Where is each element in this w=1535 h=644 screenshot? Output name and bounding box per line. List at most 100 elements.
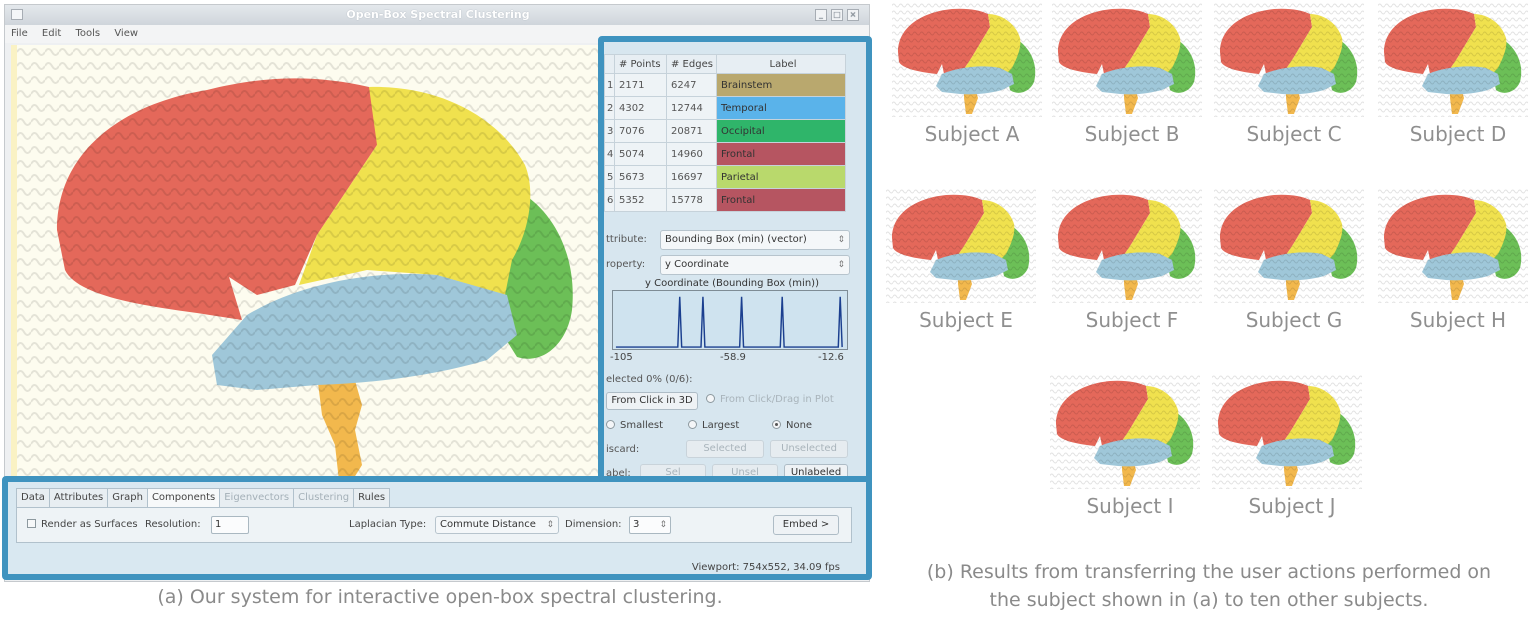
radio-smallest[interactable]: Smallest (606, 420, 663, 431)
property-select[interactable]: y Coordinate ⇕ (660, 255, 850, 275)
table-row[interactable]: 5 5673 16697 Parietal (604, 165, 846, 189)
window-icon (11, 9, 23, 20)
header-points[interactable]: # Points (614, 54, 667, 74)
render-surfaces-checkbox[interactable]: Render as Surfaces (27, 519, 138, 530)
discard-label: iscard: (606, 444, 640, 455)
tab-eigenvectors[interactable]: Eigenvectors (219, 488, 295, 508)
menu-view[interactable]: View (114, 28, 139, 39)
subject-b-brain (1052, 2, 1202, 117)
caption-b-line-1: (b) Results from transferring the user a… (926, 561, 1492, 583)
tab-bar: Data Attributes Graph Components Eigenvector… (16, 488, 391, 508)
label-sel-button[interactable]: Sel (640, 464, 706, 478)
embed-button[interactable]: Embed > (773, 515, 839, 535)
plot-title: y Coordinate (Bounding Box (min)) (645, 278, 819, 289)
3d-viewport[interactable] (11, 45, 607, 481)
dimension-stepper[interactable]: 3 ⇕ (629, 516, 671, 534)
attribute-select[interactable]: Bounding Box (min) (vector) ⇕ (660, 230, 850, 250)
radio-none[interactable]: None (772, 420, 812, 431)
resolution-input[interactable]: 1 (211, 516, 249, 534)
selected-count: elected 0% (0/6): (606, 374, 693, 385)
tab-components[interactable]: Components (146, 488, 221, 508)
plot-line (615, 296, 843, 348)
dimension-label: Dimension: (565, 519, 622, 530)
checkbox-icon (27, 519, 36, 528)
subject-i-panel: Subject I (1050, 374, 1220, 524)
menu-file[interactable]: File (11, 28, 28, 39)
components-tab-body: Render as Surfaces Resolution: 1 Laplaci… (16, 507, 852, 543)
label-cell[interactable]: Parietal (716, 165, 846, 189)
maximize-icon[interactable]: □ (831, 9, 843, 21)
label-cell[interactable]: Frontal (716, 188, 846, 212)
plot-tick-min: -105 (610, 352, 633, 363)
plot-tick-max: -12.6 (818, 352, 844, 363)
attribute-label: ttribute: (606, 234, 647, 245)
tab-attributes[interactable]: Attributes (48, 488, 109, 508)
laplacian-select[interactable]: Commute Distance ⇕ (435, 516, 559, 534)
minimize-icon[interactable]: _ (815, 9, 827, 21)
subject-j-panel: Subject J (1212, 374, 1382, 524)
histogram-plot[interactable] (612, 290, 848, 350)
plot-tick-mid: -58.9 (720, 352, 746, 363)
label-unlabeled-button[interactable]: Unlabeled (784, 464, 848, 478)
menu-edit[interactable]: Edit (41, 28, 62, 39)
caption-b-line-2: the subject shown in (a) to ten other su… (989, 589, 1429, 611)
from-click-3d-button[interactable]: From Click in 3D (606, 392, 698, 410)
subject-h-panel: Subject H (1378, 188, 1535, 338)
subject-h-label: Subject H (1409, 308, 1507, 332)
label-cell[interactable]: Occipital (716, 119, 846, 143)
laplacian-label: Laplacian Type: (349, 519, 427, 530)
label-cell[interactable]: Temporal (716, 96, 846, 120)
radio-largest[interactable]: Largest (688, 420, 739, 431)
table-row[interactable]: 1 2171 6247 Brainstem (604, 73, 846, 97)
tab-graph[interactable]: Graph (107, 488, 148, 508)
subject-b-panel: Subject B (1052, 2, 1222, 152)
table-row[interactable]: 4 5074 14960 Frontal (604, 142, 846, 166)
discard-selected-button[interactable]: Selected (686, 440, 764, 458)
subject-d-panel: Subject D (1378, 2, 1535, 152)
tab-data[interactable]: Data (16, 488, 50, 508)
subject-c-label: Subject C (1246, 122, 1342, 146)
subject-f-panel: Subject F (1052, 188, 1222, 338)
subject-f-brain (1052, 188, 1202, 303)
updown-icon: ⇕ (546, 520, 554, 530)
subject-c-brain (1214, 2, 1364, 117)
subject-j-brain (1212, 374, 1362, 489)
subject-a-label: Subject A (924, 122, 1020, 146)
discard-unselected-button[interactable]: Unselected (770, 440, 848, 458)
label-unsel-button[interactable]: Unsel (712, 464, 778, 478)
title-bar: Open-Box Spectral Clustering _ □ × (5, 5, 869, 25)
stepper-arrows-icon[interactable]: ⇕ (659, 520, 667, 530)
subject-e-panel: Subject E (886, 188, 1056, 338)
window-title: Open-Box Spectral Clustering (346, 8, 530, 21)
close-icon[interactable]: × (847, 9, 859, 21)
subject-g-brain (1214, 188, 1364, 303)
tab-clustering[interactable]: Clustering (293, 488, 355, 508)
component-panel: # Points # Edges Label 1 2171 6247 Brain… (598, 36, 872, 484)
menu-tools[interactable]: Tools (75, 28, 101, 39)
label-cell[interactable]: Frontal (716, 142, 846, 166)
label-label: abel: (606, 468, 631, 479)
header-label[interactable]: Label (716, 54, 846, 74)
subject-d-brain (1378, 2, 1528, 117)
label-cell[interactable]: Brainstem (716, 73, 846, 97)
table-row[interactable]: 3 7076 20871 Occipital (604, 119, 846, 143)
subject-e-label: Subject E (919, 308, 1013, 332)
from-click-drag-radio[interactable]: From Click/Drag in Plot (706, 394, 834, 405)
tab-rules[interactable]: Rules (353, 488, 391, 508)
subject-f-label: Subject F (1085, 308, 1179, 332)
table-row[interactable]: 2 4302 12744 Temporal (604, 96, 846, 120)
bottom-panel: Data Attributes Graph Components Eigenvector… (2, 476, 872, 580)
header-edges[interactable]: # Edges (666, 54, 717, 74)
components-table: # Points # Edges Label 1 2171 6247 Brain… (604, 54, 846, 212)
updown-icon: ⇕ (837, 235, 845, 245)
subject-b-label: Subject B (1084, 122, 1180, 146)
table-row[interactable]: 6 5352 15778 Frontal (604, 188, 846, 212)
subject-a-brain (892, 2, 1042, 117)
subject-j-label: Subject J (1248, 494, 1336, 518)
caption-b: (b) Results from transferring the user a… (884, 558, 1534, 614)
subject-g-panel: Subject G (1214, 188, 1384, 338)
brain-model (17, 45, 607, 481)
property-label: roperty: (606, 259, 646, 270)
resolution-label: Resolution: (145, 519, 201, 530)
subject-g-label: Subject G (1245, 308, 1343, 332)
